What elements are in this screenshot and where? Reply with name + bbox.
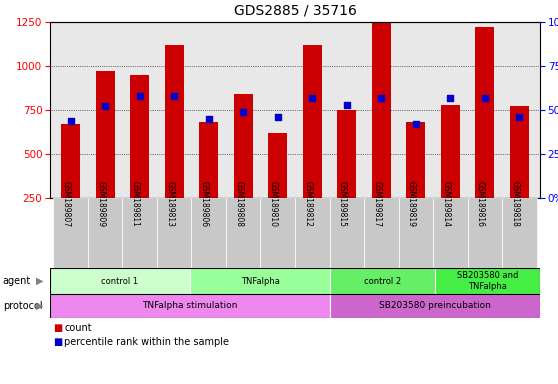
Bar bbox=[475, 27, 494, 198]
Point bbox=[480, 94, 489, 101]
Text: GSM189815: GSM189815 bbox=[338, 180, 347, 227]
Bar bbox=[122, 198, 157, 268]
Text: GDS2885 / 35716: GDS2885 / 35716 bbox=[234, 3, 357, 17]
Bar bbox=[50, 268, 190, 294]
Point bbox=[204, 116, 213, 122]
Text: GSM189810: GSM189810 bbox=[269, 180, 278, 227]
Bar bbox=[165, 45, 184, 198]
Point bbox=[377, 94, 386, 101]
Text: ■: ■ bbox=[53, 337, 62, 347]
Bar bbox=[234, 94, 253, 198]
Bar bbox=[468, 198, 502, 268]
Bar bbox=[261, 198, 295, 268]
Text: agent: agent bbox=[3, 276, 31, 286]
Bar bbox=[441, 105, 460, 198]
Bar bbox=[268, 133, 287, 198]
Text: TNFalpha: TNFalpha bbox=[240, 276, 280, 285]
Text: GSM189816: GSM189816 bbox=[476, 180, 485, 227]
Text: GSM189807: GSM189807 bbox=[62, 180, 71, 227]
Point bbox=[170, 93, 179, 99]
Point bbox=[101, 103, 110, 109]
Point bbox=[515, 114, 524, 120]
Point bbox=[308, 94, 317, 101]
Bar bbox=[199, 122, 218, 198]
Bar bbox=[510, 106, 529, 198]
Bar bbox=[330, 294, 540, 318]
Text: GSM189818: GSM189818 bbox=[511, 180, 519, 227]
Text: count: count bbox=[64, 323, 92, 333]
Text: protocol: protocol bbox=[3, 301, 42, 311]
Bar bbox=[54, 198, 88, 268]
Bar bbox=[157, 198, 191, 268]
Bar bbox=[330, 198, 364, 268]
Bar bbox=[226, 198, 261, 268]
Bar bbox=[88, 198, 122, 268]
Bar bbox=[330, 268, 435, 294]
Text: SB203580 and
TNFalpha: SB203580 and TNFalpha bbox=[457, 271, 518, 291]
Bar bbox=[295, 198, 330, 268]
Text: GSM189811: GSM189811 bbox=[131, 180, 140, 227]
Bar bbox=[190, 268, 330, 294]
Bar bbox=[191, 198, 226, 268]
Bar bbox=[435, 268, 540, 294]
Text: ■: ■ bbox=[53, 323, 62, 333]
Text: GSM189819: GSM189819 bbox=[407, 180, 416, 227]
Bar bbox=[303, 45, 322, 198]
Bar bbox=[433, 198, 468, 268]
Text: ▶: ▶ bbox=[36, 276, 44, 286]
Point bbox=[342, 102, 351, 108]
Point bbox=[411, 121, 420, 127]
Text: ▶: ▶ bbox=[36, 301, 44, 311]
Text: GSM189806: GSM189806 bbox=[200, 180, 209, 227]
Point bbox=[135, 93, 144, 99]
Text: percentile rank within the sample: percentile rank within the sample bbox=[64, 337, 229, 347]
Text: GSM189817: GSM189817 bbox=[372, 180, 381, 227]
Point bbox=[239, 109, 248, 115]
Bar bbox=[50, 294, 330, 318]
Text: GSM189809: GSM189809 bbox=[96, 180, 105, 227]
Text: GSM189814: GSM189814 bbox=[441, 180, 450, 227]
Text: GSM189808: GSM189808 bbox=[234, 180, 243, 227]
Text: GSM189812: GSM189812 bbox=[303, 180, 312, 227]
Bar bbox=[364, 198, 398, 268]
Bar bbox=[130, 75, 149, 198]
Bar bbox=[398, 198, 433, 268]
Bar bbox=[372, 12, 391, 198]
Bar bbox=[337, 110, 356, 198]
Point bbox=[66, 118, 75, 124]
Text: control 2: control 2 bbox=[364, 276, 401, 285]
Bar bbox=[502, 198, 537, 268]
Text: GSM189813: GSM189813 bbox=[165, 180, 174, 227]
Bar bbox=[96, 71, 115, 198]
Point bbox=[446, 94, 455, 101]
Bar bbox=[406, 122, 425, 198]
Bar bbox=[61, 124, 80, 198]
Point bbox=[273, 114, 282, 120]
Text: control 1: control 1 bbox=[102, 276, 138, 285]
Text: SB203580 preincubation: SB203580 preincubation bbox=[379, 301, 491, 311]
Text: TNFalpha stimulation: TNFalpha stimulation bbox=[142, 301, 238, 311]
